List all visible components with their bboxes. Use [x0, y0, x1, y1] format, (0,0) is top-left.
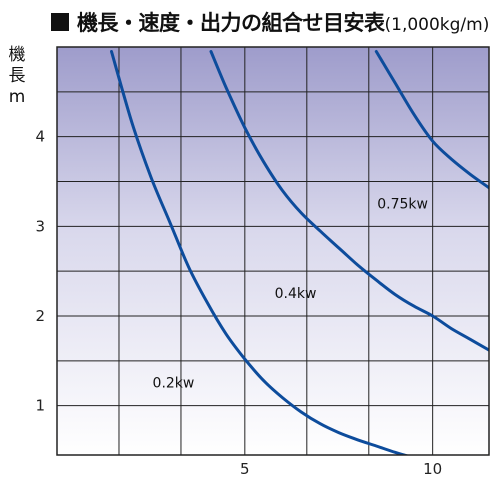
y-axis-label: 機長 m: [6, 45, 28, 108]
y-axis-label-line: 機長: [8, 45, 26, 86]
x-tick-label: 5: [240, 460, 250, 478]
chart-title-unit: (1,000kg/m): [384, 15, 490, 35]
y-tick-label: 4: [35, 128, 45, 146]
series-label: 0.75kw: [377, 196, 428, 212]
series-line-0.2kw: [110, 50, 410, 455]
y-tick-label: 1: [35, 397, 45, 415]
y-tick-label: 2: [35, 307, 45, 325]
series-label: 0.4kw: [275, 286, 317, 302]
y-axis-label-line: m: [8, 87, 26, 107]
plot-background: [57, 47, 489, 455]
x-tick-label: 10: [423, 460, 442, 478]
series-line-0.75kw: [374, 50, 489, 190]
plot-border: [56, 46, 490, 456]
series-line-0.4kw: [209, 50, 489, 352]
chart-title-main: 機長・速度・出力の組合せ目安表: [77, 11, 385, 35]
y-tick-label: 3: [35, 217, 45, 235]
title-square-icon: [51, 13, 69, 31]
series-label: 0.2kw: [153, 376, 195, 392]
chart-title: 機長・速度・出力の組合せ目安表(1,000kg/m): [77, 8, 489, 40]
